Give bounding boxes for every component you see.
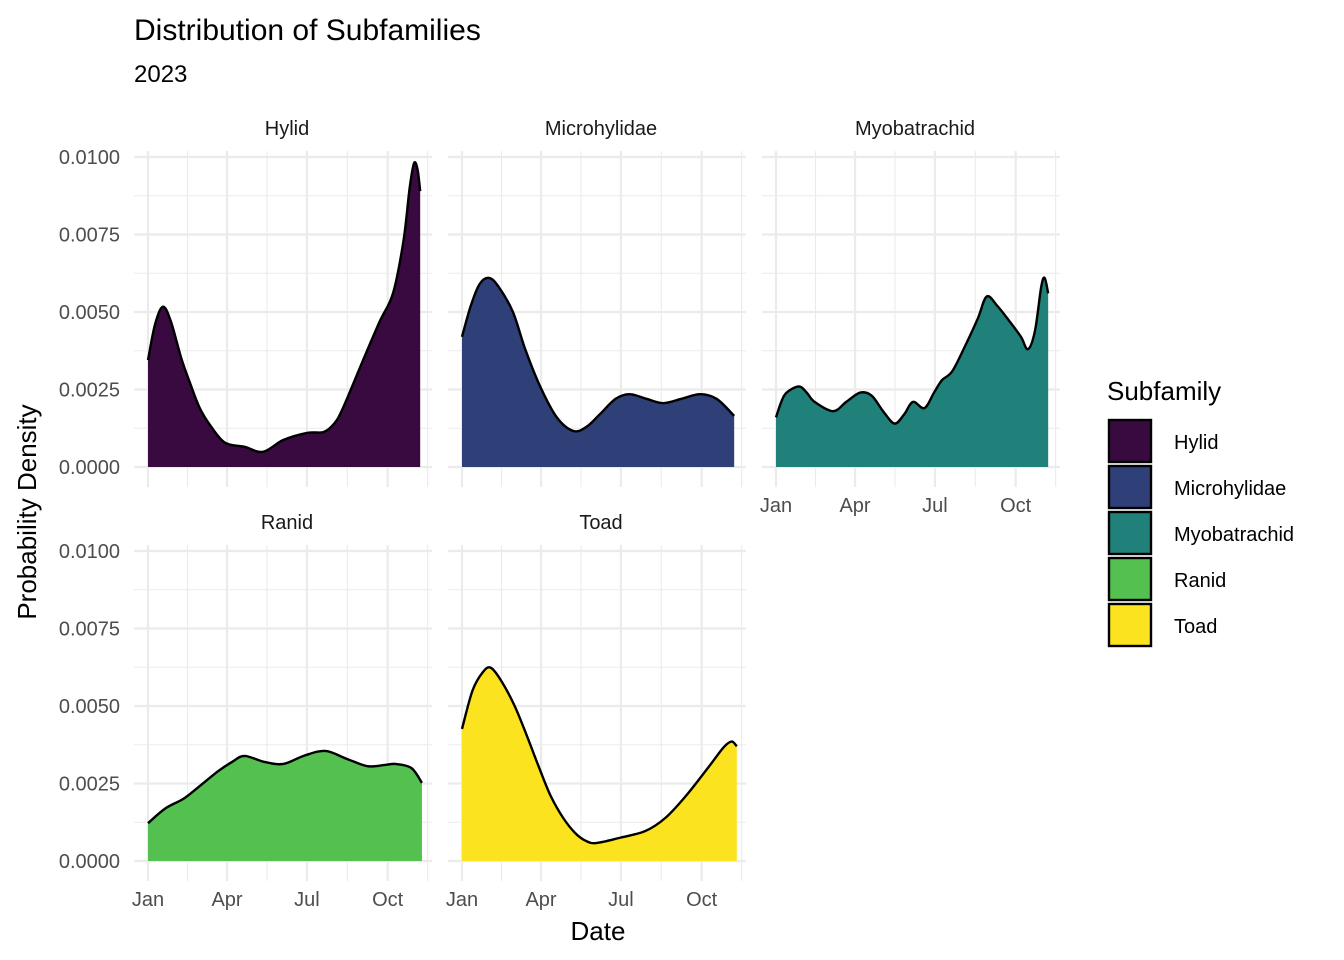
legend-label: Myobatrachid xyxy=(1174,524,1294,546)
panel-myobatrachid: Myobatrachid Jan Apr Jul Oct xyxy=(760,118,1060,517)
legend: Subfamily Hylid Microhylidae Myobatrachid R… xyxy=(1107,376,1294,648)
legend-label: Ranid xyxy=(1174,570,1226,592)
panel-hylid: Hylid 0.0000 0.0025 0.0050 0.0075 0.0100 xyxy=(59,118,432,487)
density-line-toad xyxy=(460,666,738,845)
x-tick-label: Apr xyxy=(211,889,242,911)
density-area-hylid xyxy=(148,162,421,467)
x-tick-label: Apr xyxy=(839,495,870,517)
x-tick-label: Jul xyxy=(294,889,320,911)
chart-title: Distribution of Subfamilies xyxy=(134,14,481,47)
legend-swatch xyxy=(1107,418,1153,464)
legend-swatch xyxy=(1107,602,1153,648)
legend-label: Hylid xyxy=(1174,432,1218,454)
legend-swatch xyxy=(1107,464,1153,510)
y-tick-label: 0.0100 xyxy=(59,147,120,169)
density-line-ranid xyxy=(147,749,423,825)
legend-item-toad: Toad xyxy=(1107,602,1217,648)
x-tick-label: Jul xyxy=(608,889,634,911)
x-axis-title: Date xyxy=(571,916,626,946)
y-tick-label: 0.0050 xyxy=(59,696,120,718)
panel-microhylidae: Microhylidae xyxy=(448,118,746,487)
facet-label: Myobatrachid xyxy=(855,118,975,140)
y-tick-label: 0.0075 xyxy=(59,619,120,641)
facet-panels: Hylid 0.0000 0.0025 0.0050 0.0075 0.0100 Micro… xyxy=(59,118,1060,911)
y-axis-title: Probability Density xyxy=(12,404,42,619)
legend-title: Subfamily xyxy=(1107,376,1221,406)
legend-swatch xyxy=(1107,510,1153,556)
legend-label: Toad xyxy=(1174,616,1217,638)
density-line-hylid xyxy=(146,161,422,454)
x-tick-label: Oct xyxy=(1000,495,1032,517)
facet-label: Ranid xyxy=(261,512,313,534)
facet-label: Microhylidae xyxy=(545,118,657,140)
density-area-microhylidae xyxy=(462,277,735,467)
x-tick-label: Jul xyxy=(922,495,948,517)
legend-item-hylid: Hylid xyxy=(1107,418,1218,464)
legend-swatch xyxy=(1107,556,1153,602)
y-tick-label: 0.0000 xyxy=(59,457,120,479)
panel-toad: Toad Jan Apr Jul Oct xyxy=(446,512,746,911)
density-line-myobatrachid xyxy=(774,276,1050,425)
x-tick-label: Oct xyxy=(686,889,718,911)
legend-item-ranid: Ranid xyxy=(1107,556,1226,602)
panel-ranid: Ranid 0.0000 0.0025 0.0050 0.0075 0.0100 Jan Ap… xyxy=(59,512,432,911)
y-tick-label: 0.0100 xyxy=(59,541,120,563)
density-area-myobatrachid xyxy=(776,277,1049,467)
y-tick-label: 0.0025 xyxy=(59,380,120,402)
y-tick-label: 0.0075 xyxy=(59,225,120,247)
density-area-ranid xyxy=(148,750,422,861)
legend-label: Microhylidae xyxy=(1174,478,1286,500)
y-tick-label: 0.0025 xyxy=(59,774,120,796)
density-area-toad xyxy=(462,667,737,861)
x-tick-label: Oct xyxy=(372,889,404,911)
x-tick-label: Jan xyxy=(446,889,478,911)
legend-item-microhylidae: Microhylidae xyxy=(1107,464,1286,510)
x-tick-label: Jan xyxy=(760,495,792,517)
facet-label: Toad xyxy=(579,512,622,534)
x-tick-label: Apr xyxy=(525,889,556,911)
y-tick-label: 0.0050 xyxy=(59,302,120,324)
chart-subtitle: 2023 xyxy=(134,61,187,88)
facet-label: Hylid xyxy=(265,118,309,140)
legend-item-myobatrachid: Myobatrachid xyxy=(1107,510,1294,556)
x-tick-label: Jan xyxy=(132,889,164,911)
y-tick-label: 0.0000 xyxy=(59,851,120,873)
density-line-microhylidae xyxy=(460,276,736,433)
